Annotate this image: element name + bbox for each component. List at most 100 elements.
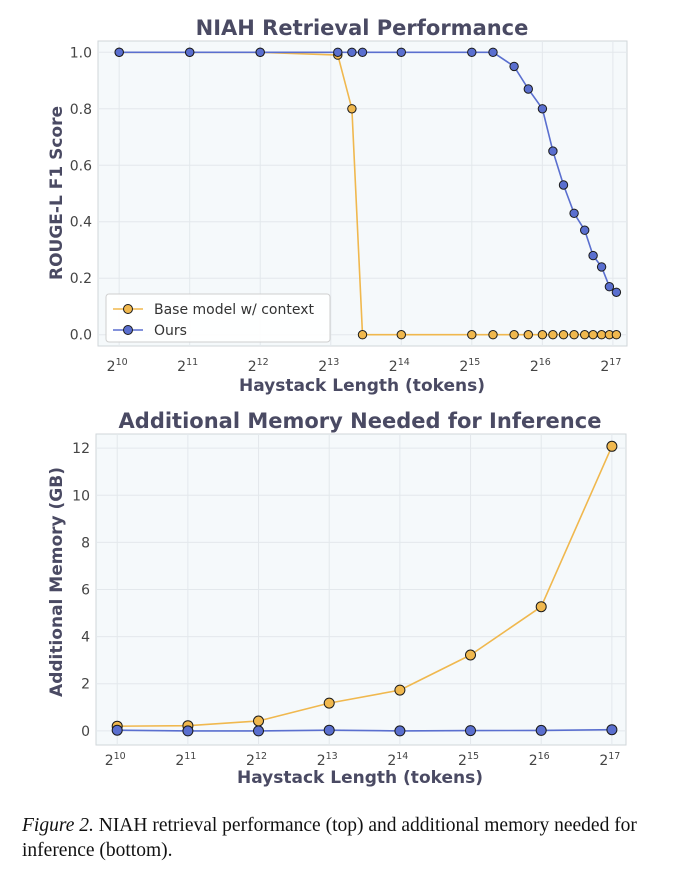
data-point-ours xyxy=(558,180,569,190)
data-point-base xyxy=(396,330,406,340)
data-point-base xyxy=(611,330,622,340)
data-point-base xyxy=(347,104,357,114)
x-ticks: 210 211 212 213 214 215 216 217 xyxy=(105,751,621,769)
data-point-ours xyxy=(465,725,476,737)
x-tick-label: 212 xyxy=(246,751,267,769)
data-point-ours xyxy=(396,47,406,57)
x-tick-label: 213 xyxy=(317,751,338,769)
data-point-ours xyxy=(535,724,547,736)
data-point-ours xyxy=(537,104,548,114)
legend-label-base: Base model w/ context xyxy=(154,302,314,318)
y-tick-label: 0.8 xyxy=(70,102,92,118)
data-point-base xyxy=(323,697,335,709)
data-point-base xyxy=(535,601,547,613)
legend-marker-base xyxy=(123,304,133,314)
x-tick-label: 212 xyxy=(248,357,269,375)
y-tick-label: 0 xyxy=(81,724,90,740)
x-tick-label: 211 xyxy=(177,357,198,375)
chart-additional-memory: Additional Memory Needed for Inference 0… xyxy=(47,409,627,788)
legend-box xyxy=(105,293,331,343)
legend-label-ours: Ours xyxy=(154,323,187,339)
caption-text: NIAH retrieval performance (top) and add… xyxy=(22,815,637,861)
data-point-ours xyxy=(588,250,598,261)
data-point-ours xyxy=(611,287,622,297)
x-tick-label: 213 xyxy=(318,357,339,375)
y-tick-label: 0.0 xyxy=(70,328,92,344)
data-point-base xyxy=(569,330,579,340)
y-tick-label: 12 xyxy=(72,441,90,457)
data-point-ours xyxy=(333,47,343,57)
series-line-ours xyxy=(117,728,612,732)
data-point-base xyxy=(588,330,598,340)
data-point-base xyxy=(596,330,607,340)
data-point-ours xyxy=(523,84,533,94)
x-tick-label: 217 xyxy=(599,751,620,769)
series-line-base xyxy=(117,445,613,727)
data-point-ours xyxy=(323,724,335,736)
x-ticks: 210 211 212 213 214 215 216 217 xyxy=(107,357,622,375)
data-point-base xyxy=(548,330,558,340)
caption-label: Figure 2. xyxy=(22,815,94,836)
data-point-base xyxy=(465,649,476,661)
y-tick-label: 1.0 xyxy=(70,45,92,61)
data-point-ours xyxy=(185,47,195,57)
x-tick-label: 214 xyxy=(389,357,410,375)
y-tick-label: 2 xyxy=(81,677,90,693)
data-point-ours xyxy=(606,724,618,736)
data-point-base xyxy=(357,330,368,340)
figure: NIAH Retrieval Performance 0.00.20.40.60… xyxy=(47,16,628,788)
data-point-base xyxy=(580,330,590,340)
data-point-base xyxy=(467,330,477,340)
y-tick-label: 4 xyxy=(81,630,90,646)
data-point-ours xyxy=(569,208,579,219)
data-point-base xyxy=(253,715,264,727)
x-tick-label: 215 xyxy=(458,751,479,769)
x-tick-label: 211 xyxy=(175,751,196,769)
series-lines xyxy=(117,445,613,732)
y-ticks: 0 2 4 6 8 10 12 xyxy=(72,441,90,740)
y-tick-label: 10 xyxy=(72,488,90,504)
data-point-ours xyxy=(347,47,357,57)
chart-niah-retrieval: NIAH Retrieval Performance 0.00.20.40.60… xyxy=(47,16,628,396)
data-point-ours xyxy=(488,47,498,57)
x-tick-label: 210 xyxy=(107,357,128,375)
data-point-base xyxy=(394,684,406,696)
data-point-ours xyxy=(604,282,615,292)
data-point-ours xyxy=(548,146,558,156)
y-tick-label: 0.2 xyxy=(70,271,92,287)
chart-title: Additional Memory Needed for Inference xyxy=(119,409,602,433)
data-point-ours xyxy=(580,225,590,235)
y-ticks: 0.0 0.2 0.4 0.6 0.8 1.0 xyxy=(70,45,92,343)
x-tick-label: 216 xyxy=(529,751,550,769)
data-point-base xyxy=(558,330,569,340)
data-point-base xyxy=(488,330,498,340)
data-point-ours xyxy=(253,725,264,737)
chart-title: NIAH Retrieval Performance xyxy=(196,16,529,40)
x-axis-label: Haystack Length (tokens) xyxy=(237,768,483,788)
y-axis-label: ROUGE-L F1 Score xyxy=(47,106,67,280)
data-point-base xyxy=(606,440,618,452)
y-tick-label: 6 xyxy=(81,583,90,599)
x-tick-label: 214 xyxy=(387,751,408,769)
data-point-ours xyxy=(255,47,265,57)
data-point-base xyxy=(537,330,548,340)
data-point-ours xyxy=(111,724,123,736)
data-point-ours xyxy=(357,47,368,57)
data-point-ours xyxy=(596,262,607,272)
x-tick-label: 217 xyxy=(600,357,621,375)
x-tick-label: 215 xyxy=(459,357,480,375)
y-axis-label: Additional Memory (GB) xyxy=(47,467,67,697)
data-point-ours xyxy=(509,61,519,72)
series-points xyxy=(114,47,622,340)
data-point-base xyxy=(509,330,519,340)
figure-caption: Figure 2. NIAH retrieval performance (to… xyxy=(22,813,672,863)
data-point-ours xyxy=(182,725,194,737)
data-point-ours xyxy=(467,47,477,57)
data-point-ours xyxy=(394,725,406,737)
data-point-ours xyxy=(114,47,124,57)
x-tick-label: 210 xyxy=(105,751,126,769)
y-tick-label: 0.4 xyxy=(70,215,92,231)
legend: Base model w/ context Ours xyxy=(105,293,331,343)
data-point-base xyxy=(523,330,533,340)
legend-marker-ours xyxy=(123,325,133,335)
